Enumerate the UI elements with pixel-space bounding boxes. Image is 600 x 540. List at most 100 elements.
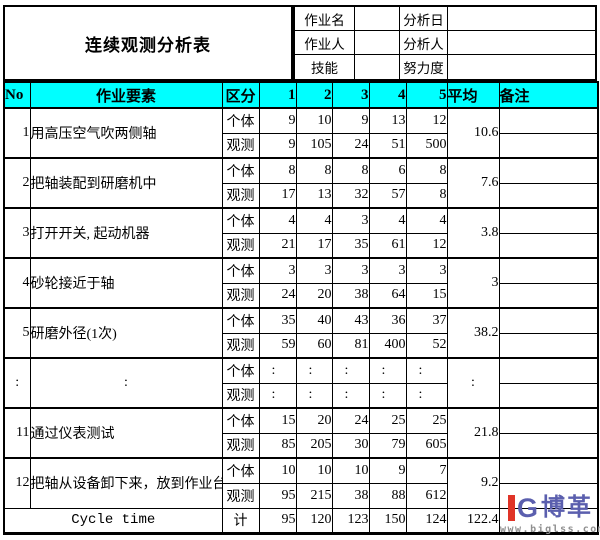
individual-value: 3: [368, 257, 407, 284]
header-obs-1: 1: [258, 81, 297, 109]
observed-value: 24: [331, 132, 370, 159]
table-row-individual: 2 把轴装配到研磨机中 个体 8 8 8 6 8 7.6: [3, 157, 599, 209]
individual-value: 15: [258, 407, 297, 434]
remark-cell: [498, 432, 599, 459]
header-element: 作业要素: [29, 81, 223, 109]
total-remark: [498, 507, 599, 534]
average-value: 3: [446, 257, 500, 309]
info-grid: 作业名 分析日 作业人 分析人 技能 努力度: [293, 5, 597, 81]
header-category: 区分: [221, 81, 260, 109]
table-row-individual: 11 通过仪表测试 个体 15 20 24 25 25 21.8: [3, 407, 599, 459]
table-row-individual: 12 把轴从设备卸下来，放到作业台上 个体 10 10 10 9 7 9.2: [3, 457, 599, 509]
category-individual-label: 个体: [221, 157, 260, 184]
total-value: 120: [295, 507, 333, 534]
observed-value: 500: [405, 132, 448, 159]
logo-red-bar-icon: [508, 495, 515, 521]
remark-cell: [498, 282, 599, 309]
remark-cell: [498, 407, 599, 434]
average-value: :: [446, 357, 500, 409]
category-observed-label: 观测: [221, 132, 260, 159]
observation-table: No 作业要素 区分 1 2 3 4 5 平均 备注 1 用高压空气吹两侧轴 个体 9…: [3, 81, 599, 535]
remark-cell: [498, 107, 599, 134]
element-name: 砂轮接近于轴: [29, 257, 223, 309]
total-value: 150: [368, 507, 407, 534]
category-individual-label: 个体: [221, 257, 260, 284]
observed-value: 52: [405, 332, 448, 359]
cycle-time-label: Cycle time: [3, 507, 223, 534]
individual-value: 36: [368, 307, 407, 334]
remark-cell: [498, 132, 599, 159]
observed-value: 60: [295, 332, 333, 359]
individual-value: 4: [258, 207, 297, 234]
total-value: 95: [258, 507, 297, 534]
column-header-row: No 作业要素 区分 1 2 3 4 5 平均 备注: [3, 81, 599, 109]
category-individual-label: 个体: [221, 457, 260, 484]
observed-value: 400: [368, 332, 407, 359]
table-row-individual: 4 砂轮接近于轴 个体 3 3 3 3 3 3: [3, 257, 599, 309]
element-name: 把轴从设备卸下来，放到作业台上: [29, 457, 223, 509]
individual-value: 3: [295, 257, 333, 284]
row-number: 11: [3, 407, 31, 459]
individual-value: :: [405, 357, 448, 384]
observed-value: 38: [331, 282, 370, 309]
skill-value: [355, 55, 400, 79]
effort-value: [448, 55, 595, 79]
individual-value: 6: [368, 157, 407, 184]
remark-cell: [498, 182, 599, 209]
logo-g-letter: G: [517, 493, 539, 523]
row-number: 2: [3, 157, 31, 209]
table-row-observed: 观测 9 105 24 51 500: [4, 132, 599, 159]
row-number: 3: [3, 207, 31, 259]
observed-value: 24: [258, 282, 297, 309]
observed-value: 57: [368, 182, 407, 209]
observed-value: 38: [331, 482, 370, 509]
average-value: 9.2: [446, 457, 500, 509]
observed-value: 32: [331, 182, 370, 209]
analysis-date-value: [448, 7, 595, 31]
header-obs-2: 2: [295, 81, 333, 109]
individual-value: 13: [368, 107, 407, 134]
observed-value: 61: [368, 232, 407, 259]
individual-value: 8: [258, 157, 297, 184]
table-row-observed: 观测 85 205 30 79 605: [4, 432, 599, 459]
individual-value: 3: [258, 257, 297, 284]
cycle-time-row: Cycle time 计 95 120 123 150 124 122.4: [3, 507, 599, 534]
observed-value: 81: [331, 332, 370, 359]
brand-url: www.biglss.com: [500, 524, 600, 535]
individual-value: 24: [331, 407, 370, 434]
remark-cell: [498, 207, 599, 234]
remark-cell: [498, 357, 599, 384]
header-no: No: [3, 81, 31, 109]
observed-value: 20: [295, 282, 333, 309]
observed-value: 95: [258, 482, 297, 509]
remark-cell: [498, 307, 599, 334]
individual-value: 25: [368, 407, 407, 434]
remark-cell: [498, 232, 599, 259]
header-obs-5: 5: [405, 81, 448, 109]
observed-value: 35: [331, 232, 370, 259]
individual-value: 12: [405, 107, 448, 134]
skill-label: 技能: [295, 55, 355, 79]
remark-cell: [498, 157, 599, 184]
individual-value: 4: [368, 207, 407, 234]
individual-value: 35: [258, 307, 297, 334]
row-number: :: [3, 357, 31, 409]
table-row-individual: 1 用高压空气吹两侧轴 个体 9 10 9 13 12 10.6: [3, 107, 599, 159]
brand-name: 博革: [541, 494, 594, 521]
category-individual-label: 个体: [221, 107, 260, 134]
brand-logo: G 博革: [508, 493, 594, 523]
individual-value: 20: [295, 407, 333, 434]
observed-value: 59: [258, 332, 297, 359]
element-name: 把轴装配到研磨机中: [29, 157, 223, 209]
observed-value: 15: [405, 282, 448, 309]
observed-value: :: [258, 382, 297, 409]
table-row-observed: 观测 21 17 35 61 12: [4, 232, 599, 259]
individual-value: 3: [405, 257, 448, 284]
observed-value: :: [368, 382, 407, 409]
observed-value: 85: [258, 432, 297, 459]
observed-value: 8: [405, 182, 448, 209]
page-title: 连续观测分析表: [3, 5, 293, 81]
operator-label: 作业人: [295, 31, 355, 55]
individual-value: 3: [331, 257, 370, 284]
average-value: 10.6: [446, 107, 500, 159]
